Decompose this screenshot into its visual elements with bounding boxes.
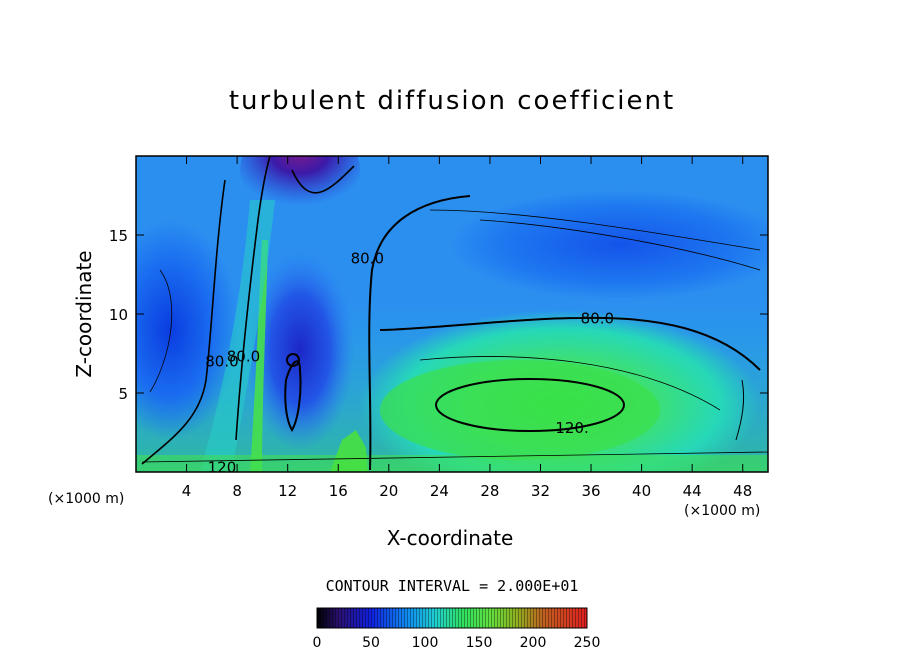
- colorbar-tick-label: 150: [466, 635, 493, 651]
- contour-label: 120: [208, 458, 237, 476]
- contour-label: 80.0: [205, 352, 238, 370]
- x-tick-label: 12: [278, 482, 297, 500]
- contour-lines: [141, 156, 768, 471]
- chart-title: turbulent diffusion coefficient: [228, 86, 676, 116]
- contour-label: 80.0: [227, 348, 260, 366]
- x-tick-label: 28: [480, 482, 499, 500]
- x-unit-label-right: (×1000 m): [684, 503, 761, 519]
- colorbar-tick-label: 200: [520, 635, 547, 651]
- contour-label: 120.: [555, 419, 588, 437]
- y-tick-label: 15: [109, 227, 128, 245]
- contour-label: 80.0: [351, 250, 384, 268]
- y-axis-label: Z-coordinate: [72, 250, 96, 378]
- colorbar: 0 50 100 150 200 250: [313, 607, 601, 651]
- colorbar-ticks: 0 50 100 150 200 250: [313, 635, 601, 651]
- x-tick-label: 4: [182, 482, 192, 500]
- x-unit-label-left: (×1000 m): [48, 491, 125, 507]
- x-tick-label: 8: [232, 482, 242, 500]
- x-tick-label: 40: [632, 482, 651, 500]
- x-tick-label: 36: [581, 482, 600, 500]
- x-tick-label: 32: [531, 482, 550, 500]
- y-tick-label: 5: [118, 385, 128, 403]
- colorbar-frame: [316, 607, 588, 629]
- x-tick-label: 20: [379, 482, 398, 500]
- contour-interval: CONTOUR INTERVAL = 2.000E+01: [325, 577, 579, 595]
- colorbar-tick-label: 50: [362, 635, 380, 651]
- colorbar-tick-label: 0: [313, 635, 322, 651]
- colorbar-tick-label: 100: [412, 635, 439, 651]
- colorbar-tick-label: 250: [574, 635, 601, 651]
- x-tick-label: 48: [733, 482, 752, 500]
- y-tick-label: 10: [109, 306, 128, 324]
- x-tick-label: 16: [329, 482, 348, 500]
- x-tick-label: 44: [683, 482, 702, 500]
- x-axis-label: X-coordinate: [386, 526, 514, 550]
- x-tick-label: 24: [430, 482, 449, 500]
- field-shading: [136, 156, 768, 472]
- contour-label: 80.0: [581, 310, 614, 328]
- colorbar-stripes: [317, 608, 587, 628]
